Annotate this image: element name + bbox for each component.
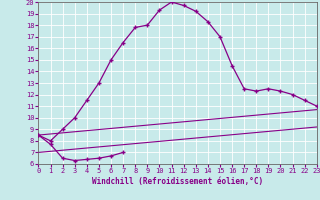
X-axis label: Windchill (Refroidissement éolien,°C): Windchill (Refroidissement éolien,°C)	[92, 177, 263, 186]
